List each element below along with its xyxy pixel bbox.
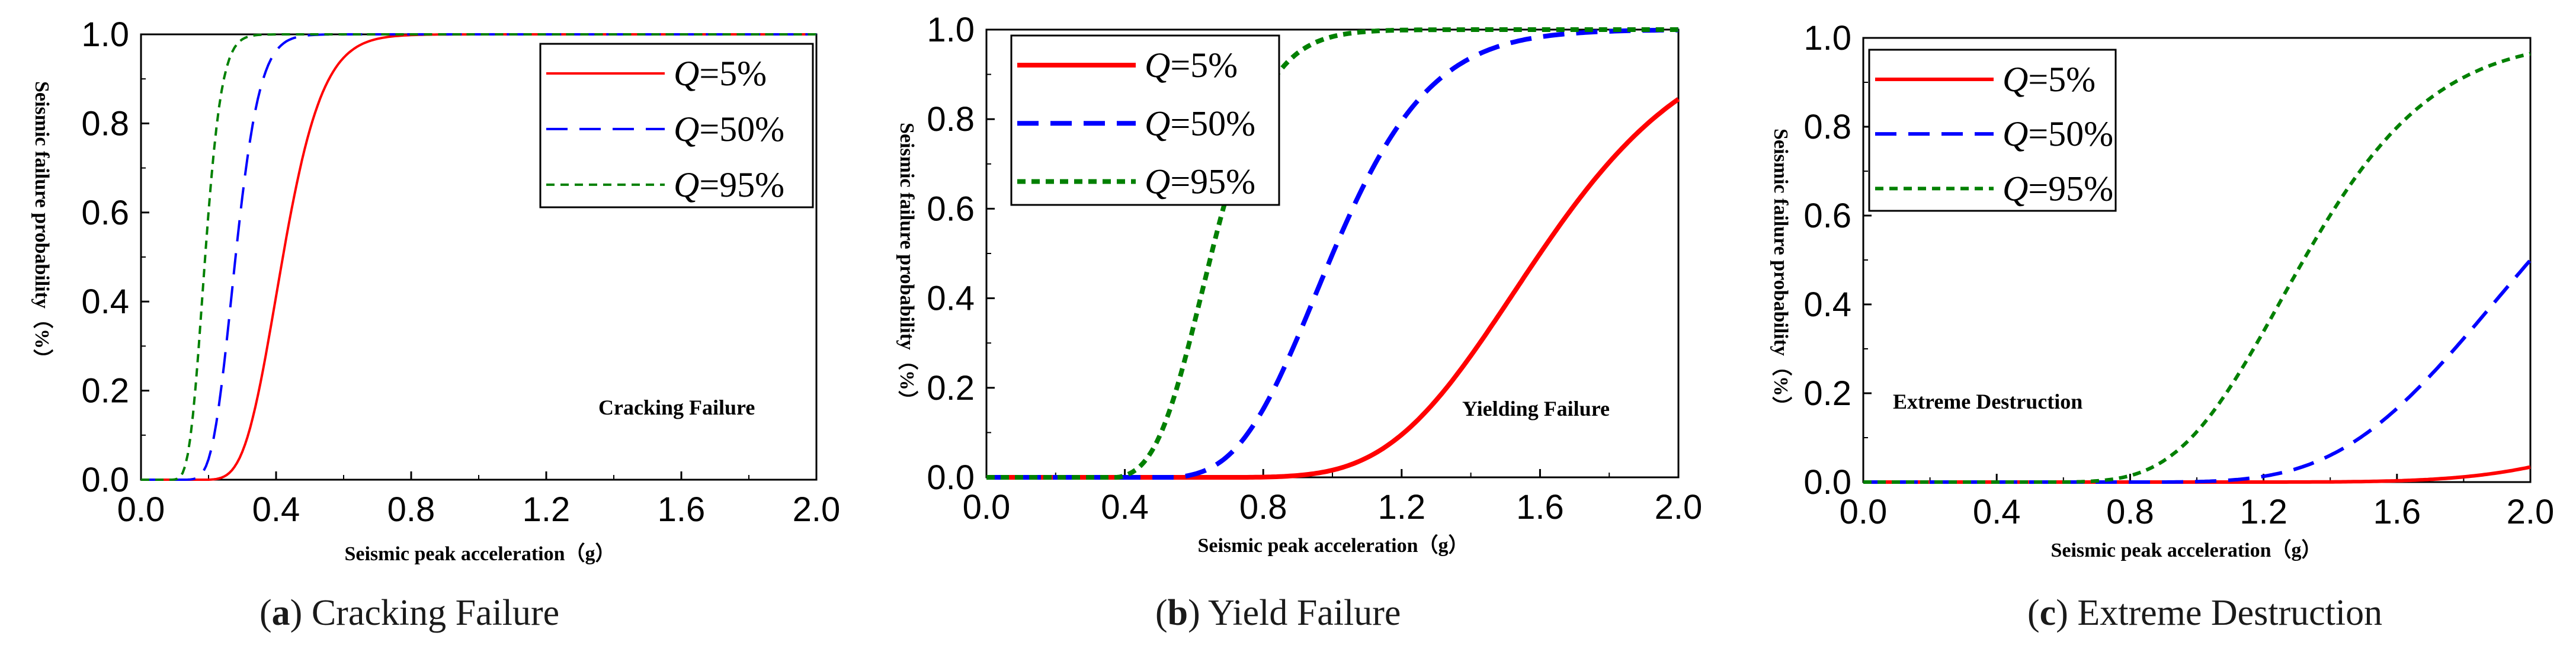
y-tick-label: 0.8 [927, 100, 975, 139]
y-tick-label: 0.4 [927, 280, 975, 318]
x-tick-label: 1.2 [1377, 488, 1425, 526]
x-tick-label: 1.6 [658, 490, 706, 529]
legend-q-value: =50% [1170, 104, 1255, 143]
y-axis-label: Seismic failure probability（%） [1770, 129, 1793, 416]
y-axis-label: Seismic failure probability（%） [31, 81, 54, 369]
x-tick-label: 0.8 [2106, 493, 2154, 531]
x-tick-label: 0.8 [1239, 488, 1287, 526]
chart-panel-2: 0.0 0.4 0.8 1.2 1.6 2.0 0.0 0.2 0.4 0.6 0.8 1.0 Seis… [1770, 19, 2554, 561]
legend-q-value: =95% [1170, 162, 1255, 201]
legend-q-symbol: Q [1145, 162, 1170, 201]
x-tick-label: 0.4 [252, 490, 300, 529]
panel-annotation: Cracking Failure [598, 396, 755, 419]
y-tick-label: 0.8 [1803, 108, 1851, 146]
legend-q-value: =5% [2028, 60, 2096, 99]
y-tick-label: 0.6 [927, 190, 975, 228]
caption-c-text: Extreme Destruction [2077, 593, 2383, 633]
series-line-50-pct [141, 33, 816, 481]
legend-entry-label: Q=95% [1145, 162, 1255, 201]
x-tick-label: 0.8 [387, 490, 435, 529]
caption-a-text: Cracking Failure [311, 593, 560, 633]
y-tick-label: 0.0 [81, 461, 129, 499]
panel-annotation: Yielding Failure [1462, 397, 1610, 420]
x-tick-label: 1.2 [2239, 493, 2287, 531]
legend-q-value: =5% [699, 54, 767, 93]
y-tick-label: 0.2 [1803, 374, 1851, 413]
y-tick-label: 1.0 [927, 11, 975, 49]
legend-entry-label: Q=50% [1145, 104, 1255, 143]
legend-q-value: =50% [2028, 114, 2113, 153]
x-tick-label: 0.4 [1973, 493, 2021, 531]
y-tick-label: 0.4 [1803, 285, 1851, 324]
x-tick-label: 0.0 [1840, 493, 1888, 531]
legend-q-value: =95% [2028, 169, 2113, 208]
y-tick-label: 0.6 [81, 194, 129, 232]
x-tick-label: 0.0 [963, 488, 1011, 526]
legend-q-symbol: Q [674, 165, 699, 204]
x-tick-label: 1.6 [2373, 493, 2421, 531]
legend-box [1868, 49, 2117, 212]
legend-entry-label: Q=50% [2003, 114, 2113, 153]
legend-q-symbol: Q [1145, 104, 1170, 143]
x-axis-label: Seismic peak acceleration（g） [344, 542, 615, 565]
caption-c-letter: c [2039, 593, 2056, 633]
series-line-95-pct [986, 27, 1678, 480]
legend-box [539, 43, 814, 208]
legend-q-value: =95% [699, 165, 784, 204]
x-tick-label: 1.2 [523, 490, 571, 529]
x-axis-label: Seismic peak acceleration（g） [2050, 538, 2321, 561]
series-line-95-pct [1863, 52, 2531, 484]
caption-b-letter: b [1167, 593, 1188, 633]
y-tick-label: 0.8 [81, 104, 129, 143]
y-tick-label: 1.0 [1803, 19, 1851, 57]
caption-a: (a) Cracking Failure [259, 593, 560, 633]
y-tick-label: 0.2 [81, 372, 129, 410]
chart-panel-1: 0.0 0.4 0.8 1.2 1.6 2.0 0.0 0.2 0.4 0.6 0.8 1.0 Seis… [896, 11, 1702, 557]
x-axis-label: Seismic peak acceleration（g） [1197, 534, 1468, 557]
x-tick-label: 2.0 [793, 490, 841, 529]
legend-q-symbol: Q [1145, 46, 1170, 85]
y-tick-label: 0.6 [1803, 197, 1851, 235]
y-tick-label: 0.2 [927, 369, 975, 407]
caption-a-letter: a [271, 593, 290, 633]
legend-q-symbol: Q [2003, 169, 2028, 208]
panel-annotation: Extreme Destruction [1893, 390, 2082, 413]
legend-entry-label: Q=5% [1145, 46, 1238, 85]
caption-c: (c) Extreme Destruction [2027, 593, 2383, 633]
legend-q-symbol: Q [2003, 114, 2028, 153]
y-tick-label: 1.0 [81, 15, 129, 54]
legend-q-value: =50% [699, 110, 784, 149]
x-tick-label: 2.0 [2507, 493, 2555, 531]
x-tick-label: 1.6 [1516, 488, 1564, 526]
legend-q-symbol: Q [2003, 60, 2028, 99]
caption-b: (b) Yield Failure [1155, 593, 1401, 633]
x-tick-label: 2.0 [1655, 488, 1703, 526]
legend-entry-label: Q=95% [674, 165, 784, 204]
legend-entry-label: Q=95% [2003, 169, 2113, 208]
series-line-95-pct [141, 33, 816, 481]
legend-q-value: =5% [1170, 46, 1238, 85]
y-axis-label: Seismic failure probability（%） [896, 123, 919, 410]
y-tick-label: 0.0 [927, 458, 975, 497]
x-tick-label: 0.4 [1101, 488, 1149, 526]
chart-panel-0: 0.0 0.4 0.8 1.2 1.6 2.0 0.0 0.2 0.4 0.6 0.8 1.0 Seis… [31, 15, 840, 565]
legend-entry-label: Q=50% [674, 110, 784, 149]
series-line-50-pct [1863, 259, 2532, 484]
y-tick-label: 0.0 [1803, 463, 1851, 502]
caption-b-text: Yield Failure [1208, 593, 1401, 633]
x-tick-label: 0.0 [117, 490, 165, 529]
y-tick-label: 0.4 [81, 282, 129, 321]
legend-q-symbol: Q [674, 110, 699, 149]
legend-entry-label: Q=5% [674, 54, 767, 93]
legend-entry-label: Q=5% [2003, 60, 2096, 99]
legend-q-symbol: Q [674, 54, 699, 93]
